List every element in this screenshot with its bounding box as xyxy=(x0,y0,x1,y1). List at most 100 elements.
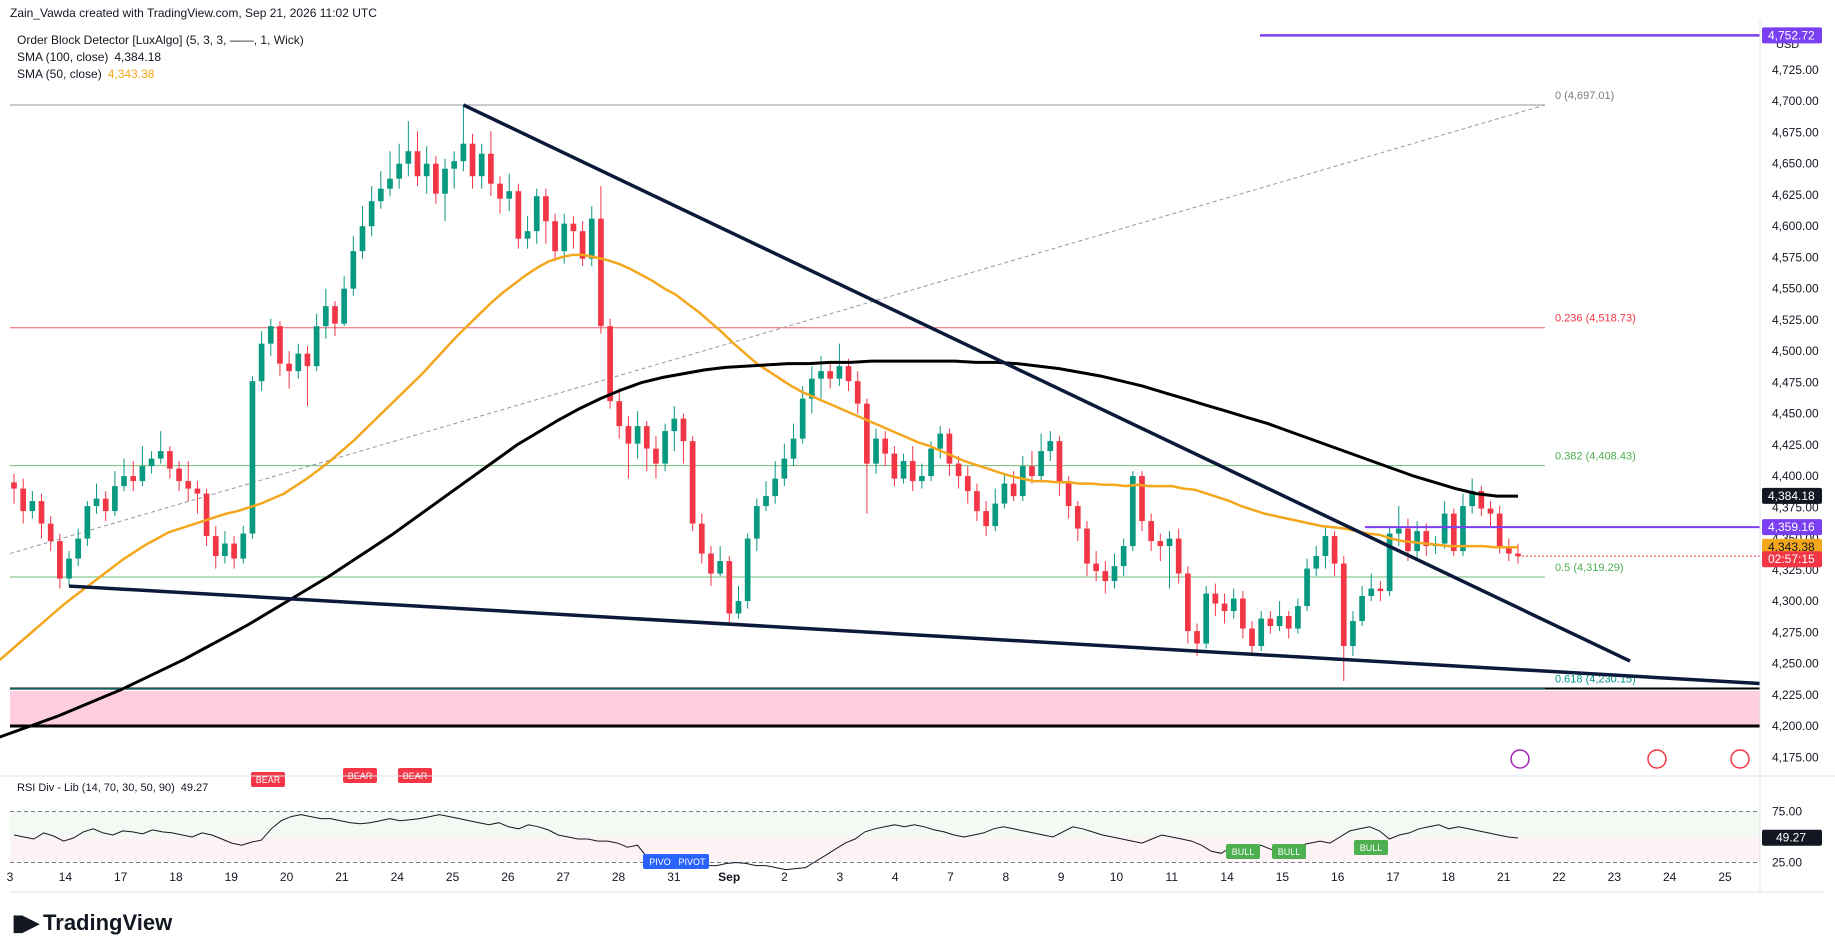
time-tick-label: 31 xyxy=(667,870,681,884)
candle-body xyxy=(29,501,36,512)
candle-body xyxy=(442,168,448,194)
time-tick-label: 28 xyxy=(612,870,626,884)
candle-body xyxy=(148,458,155,467)
price-tick-label: 4,450.00 xyxy=(1772,407,1819,421)
candle-body xyxy=(634,426,641,444)
candle-body xyxy=(662,431,668,464)
sma-100-line xyxy=(0,359,1518,739)
candle-body xyxy=(919,476,925,482)
rsi-signal-text: BULL xyxy=(1360,843,1383,853)
price-tick-label: 4,600.00 xyxy=(1772,219,1819,233)
candle-body xyxy=(753,506,760,539)
time-tick-label: 4 xyxy=(892,870,899,884)
indicator-label: SMA (50, close) xyxy=(17,67,102,81)
candle-body xyxy=(799,398,806,439)
candle-body xyxy=(194,488,201,494)
candle-body xyxy=(1331,536,1338,564)
candle-body xyxy=(121,476,127,487)
candle-body xyxy=(515,191,522,239)
fib-level-label: 0.236 (4,518.73) xyxy=(1555,313,1636,325)
candle-body xyxy=(643,426,650,449)
price-label-tag xyxy=(1762,538,1822,555)
candle-body xyxy=(1102,571,1109,582)
candle-body xyxy=(1441,513,1448,544)
price-label-text: 02:57:15 xyxy=(1768,552,1815,566)
candle-body xyxy=(882,438,889,454)
candle-body xyxy=(286,363,292,372)
candle-body xyxy=(322,306,329,327)
candle-body xyxy=(11,482,17,489)
candle-body xyxy=(1414,531,1420,552)
candle-body xyxy=(1478,491,1485,509)
rsi-signal-tag xyxy=(1354,840,1388,855)
time-tick-label: 14 xyxy=(59,870,73,884)
price-tick-label: 4,625.00 xyxy=(1772,188,1819,202)
candle-body xyxy=(1175,538,1182,574)
time-tick-label: 9 xyxy=(1058,870,1065,884)
candle-body xyxy=(625,426,632,444)
price-label-tag xyxy=(1762,519,1822,536)
candle-body xyxy=(900,461,907,479)
candle-body xyxy=(1148,521,1155,542)
candle-body xyxy=(240,533,247,559)
candle-body xyxy=(561,223,568,252)
indicator-sma-100[interactable]: SMA (100, close) 4,384.18 xyxy=(17,50,161,64)
candle-body xyxy=(433,163,439,194)
candle-body xyxy=(744,538,751,602)
time-tick-label: 15 xyxy=(1276,870,1290,884)
time-tick-label: 7 xyxy=(947,870,954,884)
price-tick-label: 4,300.00 xyxy=(1772,594,1819,608)
candle-body xyxy=(1386,533,1393,592)
candle-body xyxy=(497,183,503,199)
candle-body xyxy=(1359,596,1365,622)
indicator-sma-50[interactable]: SMA (50, close) 4,343.38 xyxy=(17,67,154,81)
candle-body xyxy=(524,231,531,239)
time-tick-label: 14 xyxy=(1220,870,1234,884)
candle-body xyxy=(653,448,659,464)
candle-body xyxy=(176,468,182,482)
rsi-signal-text: BEAR xyxy=(256,775,281,785)
candle-body xyxy=(974,491,980,512)
candle-body xyxy=(588,218,595,259)
tradingview-brand-name: TradingView xyxy=(43,910,173,935)
fib-trend-line xyxy=(9,104,1546,555)
candle-body xyxy=(38,501,45,524)
candle-body xyxy=(295,353,302,372)
candle-body xyxy=(139,466,146,482)
tradingview-logo[interactable]: ▮▶ TradingView xyxy=(12,910,172,936)
candle-body xyxy=(1267,618,1274,627)
time-tick-label: 17 xyxy=(114,870,128,884)
candle-body xyxy=(231,543,237,559)
candle-body xyxy=(1230,598,1237,612)
candle-body xyxy=(873,438,879,464)
candle-body xyxy=(93,498,100,507)
candle-body xyxy=(964,476,971,492)
candle-body xyxy=(130,476,137,482)
rsi-signal-tag xyxy=(675,854,709,869)
order-block-zone xyxy=(10,691,1760,727)
candle-body xyxy=(607,326,613,402)
candle-body xyxy=(854,381,861,404)
chart-attribution: Zain_Vawda created with TradingView.com,… xyxy=(10,6,377,20)
rsi-signal-text: PIVOT xyxy=(678,857,706,867)
rsi-indicator-label[interactable]: RSI Div - Lib (14, 70, 30, 50, 90) 49.27 xyxy=(17,782,208,794)
rsi-current-tag xyxy=(1762,829,1822,846)
indicator-order-block[interactable]: Order Block Detector [LuxAlgo] (5, 3, 3,… xyxy=(17,33,304,47)
candle-body xyxy=(891,453,898,479)
candle-body xyxy=(1001,483,1008,504)
candle-body xyxy=(102,498,109,512)
candle-body xyxy=(478,153,485,177)
time-tick-label: 21 xyxy=(335,870,349,884)
price-tick-label: 4,200.00 xyxy=(1772,719,1819,733)
candle-body xyxy=(341,288,347,324)
candle-body xyxy=(277,326,283,364)
candle-body xyxy=(451,161,458,169)
candle-body xyxy=(1340,563,1347,647)
candle-body xyxy=(423,163,430,177)
candle-body xyxy=(359,226,366,252)
candle-body xyxy=(84,506,91,539)
rsi-lower-zone xyxy=(10,837,1760,863)
candle-body xyxy=(1185,573,1191,632)
rsi-signal-tag xyxy=(1272,844,1306,859)
